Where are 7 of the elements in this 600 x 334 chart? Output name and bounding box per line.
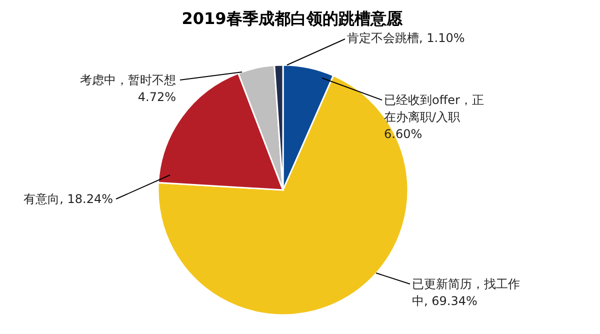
slice-label: 肯定不会跳槽, 1.10% [347, 31, 465, 45]
slice-label: 有意向, 18.24% [24, 192, 113, 206]
slice-label: 已经收到offer，正在办离职/入职 [384, 93, 484, 124]
slice-label: 已更新简历，找工作中, 69.34% [412, 277, 520, 308]
data-label: 4.72% [138, 90, 176, 104]
slice-label: 考虑中，暂时不想 [80, 73, 176, 87]
chart-title: 2019春季成都白领的跳槽意愿 [182, 9, 404, 28]
